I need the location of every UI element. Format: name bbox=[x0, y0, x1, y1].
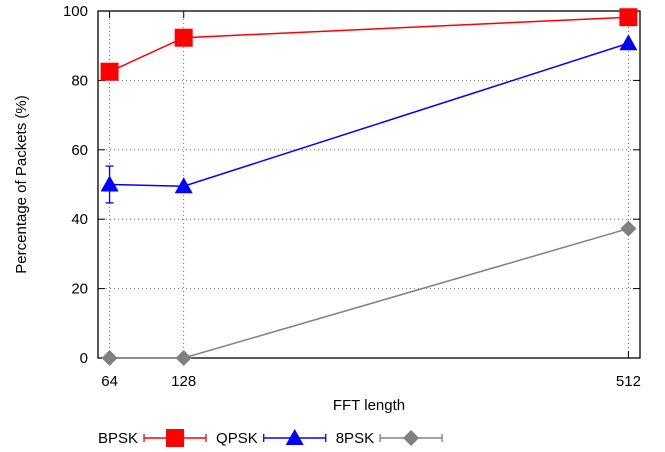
series-group bbox=[100, 8, 638, 366]
legend-item-qpsk: QPSK bbox=[216, 429, 327, 447]
legend-label-bpsk: BPSK bbox=[98, 430, 138, 447]
legend-label-qpsk: QPSK bbox=[216, 430, 258, 447]
y-axis-label: Percentage of Packets (%) bbox=[13, 95, 30, 273]
legend-marker-8psk bbox=[403, 430, 420, 446]
y-axis: 0 20 40 60 80 100 bbox=[63, 3, 640, 367]
y-tick-label: 80 bbox=[71, 72, 88, 89]
data-point-bpsk bbox=[619, 8, 638, 27]
data-point-bpsk bbox=[100, 62, 119, 81]
legend: BPSK QPSK 8PSK bbox=[98, 429, 443, 447]
series-8psk bbox=[101, 220, 637, 366]
series-qpsk bbox=[100, 34, 638, 204]
y-tick-label: 60 bbox=[71, 142, 88, 159]
x-tick-label: 128 bbox=[171, 373, 196, 390]
series-line-8psk bbox=[109, 227, 629, 359]
series-line-qpsk bbox=[109, 42, 629, 187]
y-tick-label: 40 bbox=[71, 211, 88, 228]
legend-marker-bpsk bbox=[166, 429, 185, 447]
series-bpsk bbox=[100, 8, 638, 81]
data-point-8psk bbox=[175, 350, 192, 366]
x-axis: 64 128 512 bbox=[101, 11, 641, 390]
legend-label-8psk: 8PSK bbox=[336, 430, 374, 447]
legend-item-8psk: 8PSK bbox=[336, 430, 443, 447]
grid bbox=[98, 11, 640, 358]
data-point-qpsk bbox=[619, 34, 638, 51]
legend-marker-qpsk bbox=[285, 429, 304, 445]
x-tick-label: 512 bbox=[616, 373, 641, 390]
data-point-8psk bbox=[620, 220, 637, 237]
y-tick-label: 0 bbox=[80, 350, 88, 367]
x-axis-label: FFT length bbox=[333, 397, 405, 414]
x-tick-label: 64 bbox=[101, 373, 118, 390]
y-tick-label: 20 bbox=[71, 281, 88, 298]
data-point-8psk bbox=[101, 350, 118, 366]
data-point-qpsk bbox=[100, 175, 119, 192]
data-point-qpsk bbox=[174, 177, 193, 194]
plot-frame bbox=[97, 10, 641, 359]
y-tick-label: 100 bbox=[63, 3, 88, 20]
data-point-bpsk bbox=[174, 28, 193, 47]
legend-item-bpsk: BPSK bbox=[98, 429, 207, 447]
